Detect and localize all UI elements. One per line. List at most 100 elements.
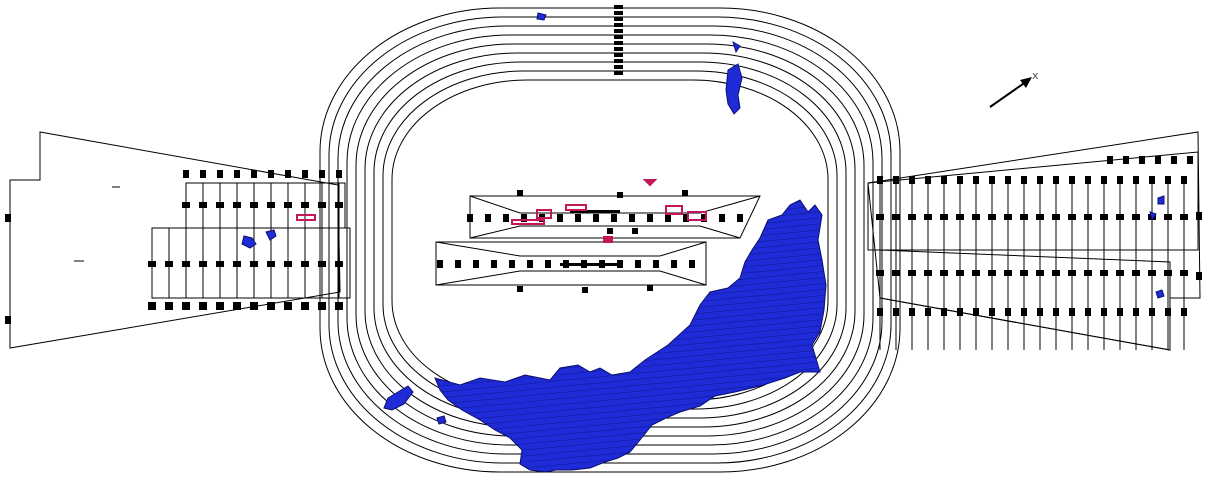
accent-mark — [565, 204, 587, 211]
blue-region — [241, 235, 257, 249]
grid-tick — [876, 270, 884, 276]
top-marker-stack — [614, 5, 623, 75]
grid-tick — [217, 170, 223, 178]
center-tick — [701, 214, 707, 222]
grid-tick — [335, 302, 343, 310]
grid-tick — [1132, 270, 1140, 276]
grid-tick — [956, 270, 964, 276]
grid-tick — [989, 308, 995, 316]
grid-tick — [909, 308, 915, 316]
central-lower-inner-line — [435, 241, 707, 257]
blue-region — [265, 229, 277, 241]
grid-tick — [250, 202, 258, 208]
stack-marker — [614, 47, 623, 51]
grid-tick — [1036, 214, 1044, 220]
center-tick — [455, 260, 461, 268]
stack-marker — [614, 23, 623, 27]
center-tick — [611, 214, 617, 222]
grid-tick — [1084, 214, 1092, 220]
grid-tick — [1164, 270, 1172, 276]
grid-tick — [165, 261, 173, 267]
grid-tick — [1181, 308, 1187, 316]
accent-mark — [665, 205, 683, 215]
center-tick — [653, 260, 659, 268]
grid-tick — [877, 176, 883, 184]
grid-tick — [1165, 308, 1171, 316]
grid-tick — [1004, 214, 1012, 220]
grid-tick — [989, 176, 995, 184]
grid-tick — [1005, 308, 1011, 316]
grid-tick — [1196, 272, 1202, 280]
center-tick — [617, 192, 623, 198]
grid-tick — [1068, 214, 1076, 220]
grid-tick — [1148, 270, 1156, 276]
grid-tick — [1139, 156, 1145, 164]
grid-tick — [5, 214, 11, 222]
grid-tick — [284, 202, 292, 208]
central-upper-inner-line-lower — [469, 225, 741, 239]
grid-tick — [1117, 176, 1123, 184]
center-tick — [635, 260, 641, 268]
grid-tick — [233, 202, 241, 208]
stack-marker — [614, 59, 623, 63]
stack-marker — [614, 65, 623, 69]
hatch-line — [435, 359, 826, 401]
north-arrow-icon: x — [989, 69, 1039, 108]
grid-tick — [909, 176, 915, 184]
grid-tick — [1037, 176, 1043, 184]
blue-region-main — [434, 199, 827, 473]
grid-tick — [301, 261, 309, 267]
blue-region — [536, 12, 547, 21]
right-wing-lower-grid — [879, 249, 1171, 351]
accent-mark — [687, 211, 707, 221]
grid-tick — [1021, 308, 1027, 316]
center-tick — [563, 260, 569, 268]
north-arrow-label: x — [1032, 69, 1039, 82]
grid-tick — [1020, 270, 1028, 276]
grid-tick — [200, 170, 206, 178]
grid-tick — [148, 261, 156, 267]
grid-tick — [1052, 270, 1060, 276]
grid-tick — [5, 316, 11, 324]
stack-marker — [614, 71, 623, 75]
center-tick — [581, 260, 587, 268]
grid-tick — [941, 176, 947, 184]
center-tick — [647, 214, 653, 222]
grid-tick — [1181, 176, 1187, 184]
grid-tick — [924, 270, 932, 276]
center-tick — [617, 260, 623, 268]
grid-tick — [250, 302, 258, 310]
blue-region — [1157, 195, 1165, 205]
grid-tick — [1196, 212, 1202, 220]
grid-tick — [267, 261, 275, 267]
center-tick — [682, 190, 688, 196]
center-tick — [491, 260, 497, 268]
grid-tick — [876, 214, 884, 220]
grid-tick — [1133, 176, 1139, 184]
grid-tick — [988, 270, 996, 276]
center-tick — [527, 260, 533, 268]
grid-tick — [1069, 176, 1075, 184]
grid-tick — [1052, 214, 1060, 220]
central-lower-inner-line-lower — [435, 270, 707, 286]
center-tick — [719, 214, 725, 222]
grid-tick — [216, 202, 224, 208]
grid-tick — [1123, 156, 1129, 164]
grid-tick — [1180, 270, 1188, 276]
center-tick — [557, 214, 563, 222]
grid-tick — [1116, 214, 1124, 220]
grid-tick — [199, 302, 207, 310]
center-tick — [517, 286, 523, 292]
grid-tick — [1085, 308, 1091, 316]
grid-tick — [908, 270, 916, 276]
grid-tick — [1053, 176, 1059, 184]
center-tick — [473, 260, 479, 268]
stack-marker — [614, 11, 623, 15]
grid-tick — [1133, 308, 1139, 316]
blue-region — [1155, 289, 1165, 299]
stack-marker — [614, 53, 623, 57]
grid-tick — [301, 302, 309, 310]
center-tick — [593, 214, 599, 222]
accent-mark — [642, 179, 658, 187]
grid-tick — [335, 202, 343, 208]
